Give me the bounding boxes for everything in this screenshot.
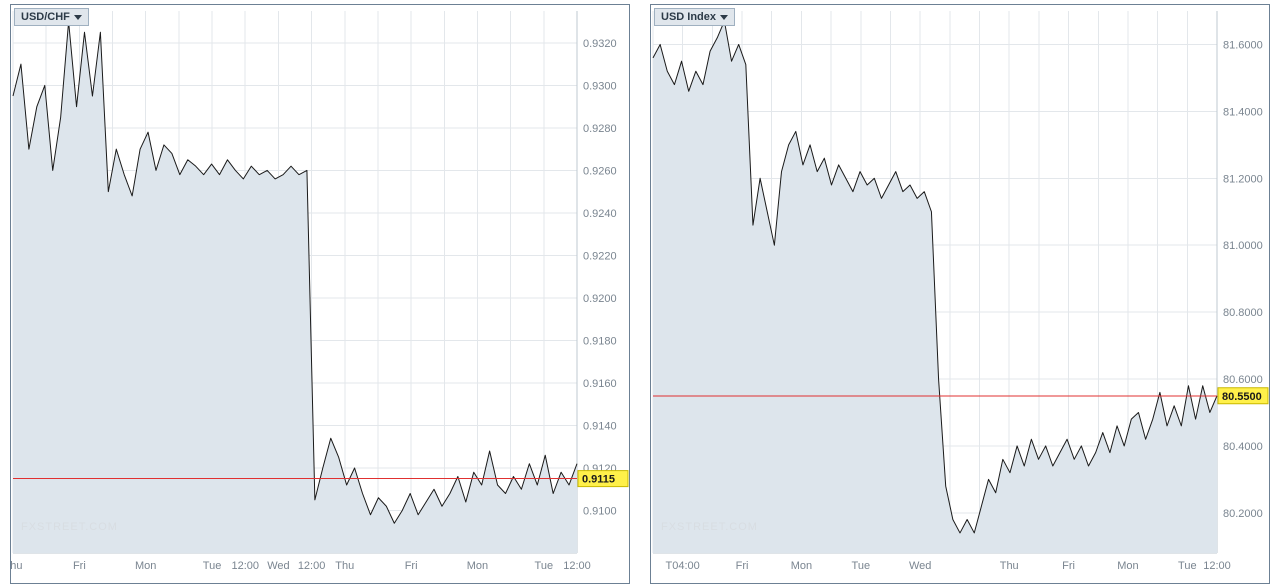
svg-text:80.8000: 80.8000 — [1223, 307, 1263, 319]
svg-text:0.9115: 0.9115 — [582, 474, 615, 486]
svg-text:0.9240: 0.9240 — [583, 208, 617, 220]
chevron-down-icon — [74, 15, 82, 20]
svg-text:Fri: Fri — [736, 560, 749, 572]
chart-title-label: USD Index — [661, 11, 716, 23]
chart-svg: 0.91000.91200.91400.91600.91800.92000.92… — [11, 5, 629, 583]
chart-panel-usdindex: USD Index FXSTREET.COM 80.200080.400080.… — [650, 4, 1270, 584]
chart-svg: 80.2000 80.4000 80.6000 80.8000 81.0000 81.20… — [651, 5, 1269, 583]
svg-text:Wed: Wed — [909, 560, 931, 572]
chart-canvas: 0.91000.91200.91400.91600.91800.92000.92… — [11, 5, 629, 583]
svg-text:Tue: Tue — [1178, 560, 1197, 572]
svg-text:Tue: Tue — [852, 560, 871, 572]
svg-text:Fri: Fri — [405, 560, 418, 572]
chart-title-dropdown[interactable]: USD Index — [654, 8, 735, 26]
svg-text:80.5500: 80.5500 — [1222, 391, 1262, 403]
svg-text:0.9280: 0.9280 — [583, 123, 617, 135]
svg-text:12:00: 12:00 — [231, 560, 259, 572]
svg-text:Fri: Fri — [1062, 560, 1075, 572]
svg-text:81.2000: 81.2000 — [1223, 173, 1263, 185]
chart-panel-usdchf: USD/CHF FXSTREET.COM 0.91000.91200.91400… — [10, 4, 630, 584]
svg-text:Tue: Tue — [535, 560, 554, 572]
svg-text:12:00: 12:00 — [563, 560, 591, 572]
svg-text:0.9140: 0.9140 — [583, 420, 617, 432]
svg-text:Mon: Mon — [791, 560, 812, 572]
svg-text:0.9200: 0.9200 — [583, 293, 617, 305]
svg-text:0.9100: 0.9100 — [583, 505, 617, 517]
svg-text:0.9160: 0.9160 — [583, 378, 617, 390]
svg-text:Thu: Thu — [1000, 560, 1019, 572]
svg-text:12:00: 12:00 — [298, 560, 326, 572]
chart-pair-container: USD/CHF FXSTREET.COM 0.91000.91200.91400… — [0, 0, 1280, 588]
chart-title-dropdown[interactable]: USD/CHF — [14, 8, 89, 26]
svg-text:0.9320: 0.9320 — [583, 38, 617, 50]
svg-text:Thu: Thu — [335, 560, 354, 572]
svg-text:80.2000: 80.2000 — [1223, 508, 1263, 520]
svg-text:Tue: Tue — [203, 560, 222, 572]
svg-text:81.4000: 81.4000 — [1223, 106, 1263, 118]
svg-text:Wed: Wed — [267, 560, 289, 572]
chevron-down-icon — [720, 15, 728, 20]
svg-text:0.9300: 0.9300 — [583, 80, 617, 92]
svg-text:Thu: Thu — [11, 560, 22, 572]
svg-text:0.9220: 0.9220 — [583, 250, 617, 262]
svg-text:Mon: Mon — [1117, 560, 1138, 572]
chart-title-label: USD/CHF — [21, 11, 70, 23]
svg-text:Fri: Fri — [73, 560, 86, 572]
svg-text:T04:00: T04:00 — [666, 560, 700, 572]
svg-text:0.9180: 0.9180 — [583, 335, 617, 347]
svg-text:80.6000: 80.6000 — [1223, 374, 1263, 386]
svg-text:Mon: Mon — [467, 560, 488, 572]
svg-text:0.9260: 0.9260 — [583, 165, 617, 177]
svg-text:12:00: 12:00 — [1203, 560, 1231, 572]
svg-text:81.0000: 81.0000 — [1223, 240, 1263, 252]
svg-text:81.6000: 81.6000 — [1223, 39, 1263, 51]
chart-canvas: 80.2000 80.4000 80.6000 80.8000 81.0000 81.20… — [651, 5, 1269, 583]
svg-text:Mon: Mon — [135, 560, 156, 572]
svg-text:80.4000: 80.4000 — [1223, 441, 1263, 453]
